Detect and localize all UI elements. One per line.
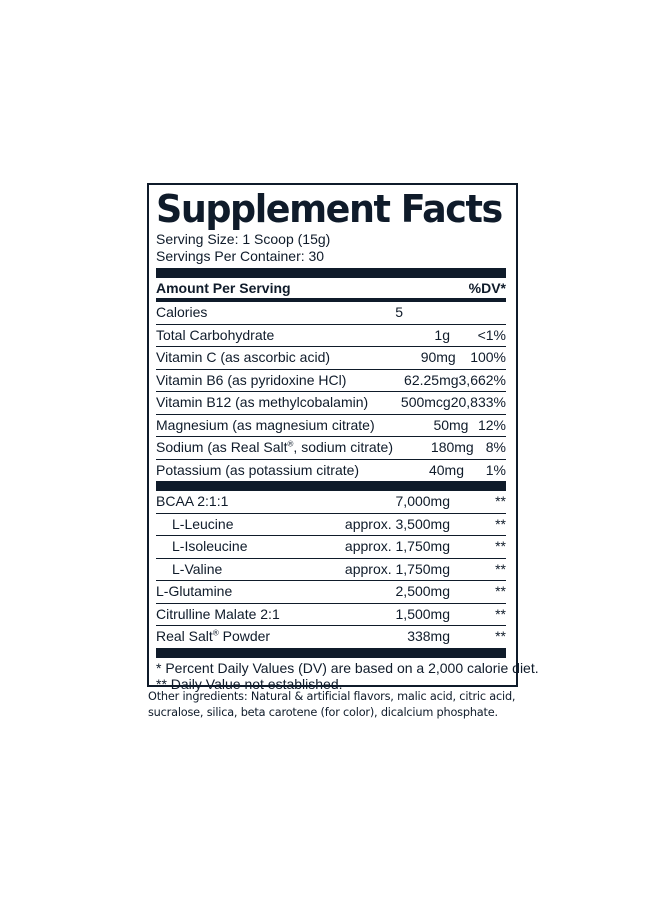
name-text: , sodium citrate) [293, 439, 394, 455]
ingredient-dv: ** [495, 493, 506, 509]
nutrient-name: Vitamin B6 (as pyridoxine HCl) [156, 371, 347, 388]
nutrient-name: Calories [156, 304, 208, 320]
servings-per-container: Servings Per Container: 30 [156, 248, 325, 264]
ingredient-name: L-Valine [172, 560, 223, 577]
nutrient-row: Vitamin B12 (as methylcobalamin) 500mcg 20… [156, 392, 506, 415]
ingredient-name: L-Glutamine [156, 583, 233, 599]
ingredient-row: L-Leucine approx. 3,500mg ** [156, 514, 506, 536]
nutrient-amount: 1g [434, 326, 450, 343]
ingredient-row: L-Valine approx. 1,750mg ** [156, 559, 506, 581]
ingredient-amount: approx. 1,750mg [344, 560, 450, 577]
ingredient-name: L-Isoleucine [172, 538, 248, 554]
ingredient-amount: approx. 3,500mg [344, 515, 450, 532]
nutrient-row: Sodium (as Real Salt®, sodium citrate) 18… [156, 437, 506, 460]
nutrient-dv: <1% [477, 326, 506, 343]
ingredient-dv: ** [495, 538, 506, 554]
registered-mark: ® [287, 439, 294, 449]
nutrient-name: Total Carbohydrate [156, 326, 275, 343]
name-text: Sodium (as Real Salt [156, 439, 288, 455]
nutrient-row: Calories 5 [156, 302, 506, 325]
ingredient-name: L-Leucine [172, 515, 234, 532]
column-header: Amount Per Serving %DV* [156, 278, 506, 302]
nutrient-row: Total Carbohydrate 1g <1% [156, 325, 506, 347]
ingredient-row: L-Isoleucine approx. 1,750mg ** [156, 536, 506, 559]
ingredient-dv: ** [495, 560, 506, 577]
ingredient-row: L-Glutamine 2,500mg ** [156, 581, 506, 604]
ingredient-name: Real Salt® Powder [156, 626, 310, 648]
nutrient-dv: 3,662% [458, 371, 506, 388]
footnote-dv: * Percent Daily Values (DV) are based on… [156, 659, 539, 676]
name-text: Real Salt [156, 628, 213, 644]
ingredient-amount: 1,500mg [395, 605, 450, 622]
thick-divider [156, 481, 506, 491]
nutrient-dv: 12% [477, 416, 506, 433]
nutrient-amount: 90mg [420, 349, 456, 365]
nutrient-dv: 1% [485, 461, 506, 478]
ingredient-dv: ** [495, 605, 506, 622]
ingredient-row: BCAA 2:1:1 7,000mg ** [156, 491, 506, 514]
ingredient-name: Citrulline Malate 2:1 [156, 605, 280, 622]
nutrient-amount: 180mg [430, 439, 474, 455]
supplement-facts-panel: Supplement Facts Serving Size: 1 Scoop (… [147, 183, 539, 692]
ingredient-amount: 338mg [407, 628, 450, 644]
other-ingredients: Other ingredients: Natural & artificial … [148, 690, 516, 719]
nutrient-dv: 20,833% [450, 394, 506, 410]
ingredient-amount: 2,500mg [395, 583, 450, 599]
registered-mark: ® [212, 628, 219, 638]
nutrient-name: Potassium (as potassium citrate) [156, 461, 360, 478]
nutrient-dv [403, 302, 506, 324]
nutrient-dv: 8% [485, 439, 506, 455]
serving-size: Serving Size: 1 Scoop (15g) [156, 231, 331, 247]
dv-header: %DV* [468, 280, 506, 296]
name-text: Powder [218, 628, 271, 644]
amount-header: Amount Per Serving [156, 280, 291, 296]
nutrient-row: Vitamin B6 (as pyridoxine HCl) 62.25mg 3,6… [156, 370, 506, 392]
nutrient-amount: 40mg [428, 461, 465, 478]
nutrient-name: Vitamin B12 (as methylcobalamin) [156, 394, 369, 410]
ingredient-row: Real Salt® Powder 338mg ** [156, 626, 506, 648]
ingredient-amount: 7,000mg [395, 493, 450, 509]
ingredient-dv: ** [495, 515, 506, 532]
nutrient-amount: 50mg [433, 416, 469, 433]
nutrient-amount: 500mcg [400, 394, 451, 410]
panel-title: Supplement Facts [156, 187, 503, 231]
nutrient-name: Sodium (as Real Salt®, sodium citrate) [156, 437, 393, 459]
ingredient-name: BCAA 2:1:1 [156, 493, 229, 509]
ingredient-dv: ** [495, 628, 506, 644]
nutrient-row: Magnesium (as magnesium citrate) 50mg 12% [156, 415, 506, 437]
ingredient-amount: approx. 1,750mg [344, 538, 450, 554]
nutrient-row: Vitamin C (as ascorbic acid) 90mg 100% [156, 347, 506, 370]
nutrient-dv: 100% [470, 349, 506, 365]
nutrient-amount: 5 [395, 304, 403, 320]
nutrient-row: Potassium (as potassium citrate) 40mg 1% [156, 460, 506, 482]
nutrient-name: Vitamin C (as ascorbic acid) [156, 349, 331, 365]
ingredient-row: Citrulline Malate 2:1 1,500mg ** [156, 604, 506, 626]
nutrient-name: Magnesium (as magnesium citrate) [156, 416, 375, 433]
thick-divider [156, 268, 506, 278]
footnote-not-established: ** Daily Value not established. [156, 675, 343, 692]
nutrient-amount: 62.25mg [404, 371, 459, 388]
ingredient-dv: ** [495, 583, 506, 599]
thick-divider [156, 647, 506, 658]
